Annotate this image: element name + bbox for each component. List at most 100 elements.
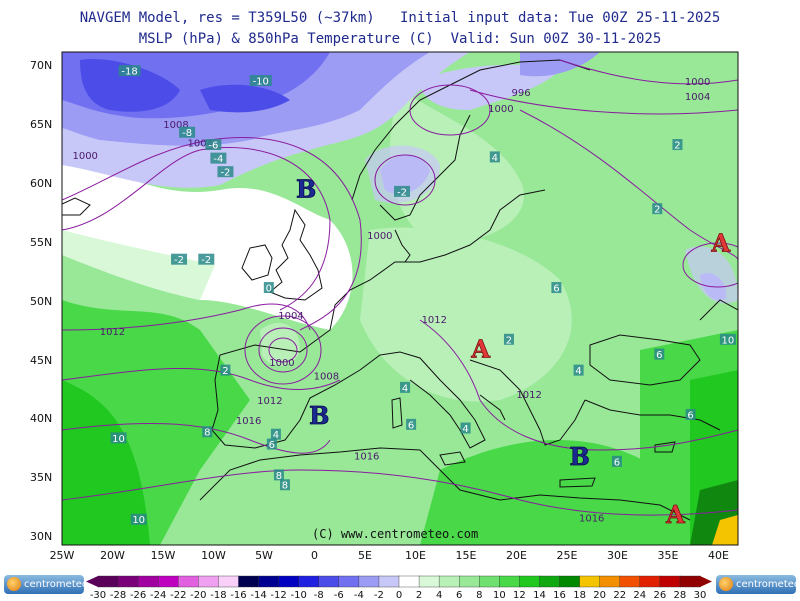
temperature-label: -4 (213, 154, 223, 165)
header-title-line1: NAVGEM Model, res = T359L50 (~37km) Init… (79, 10, 721, 26)
scale-label: 30 (693, 590, 707, 601)
temp-label-box (210, 152, 227, 164)
scale-label: -20 (190, 590, 207, 601)
isobar-label: 1016 (354, 452, 379, 463)
isobar-label: 1008 (163, 120, 188, 131)
lon-tick-label: 10E (405, 549, 426, 562)
copyright-text: (C) www.centrometeo.com (312, 527, 479, 541)
temperature-label: -2 (201, 255, 211, 266)
isobar-label: 996 (512, 88, 531, 99)
scale-label: 18 (573, 590, 586, 601)
isobar-label: 1000 (488, 104, 513, 115)
temperature-label: 10 (132, 515, 145, 526)
isobar-label: 1000 (269, 358, 294, 369)
scale-label: 12 (513, 590, 526, 601)
temperature-label: 6 (687, 410, 693, 421)
temperature-label: 2 (222, 366, 228, 377)
temp-label-box (394, 185, 411, 197)
scale-swatch (378, 575, 400, 588)
temperature-label: -2 (174, 255, 184, 266)
pressure-systems: B B B A A A (296, 174, 731, 529)
isobars (62, 59, 738, 516)
lon-tick-label: 25E (556, 549, 578, 562)
logo-left-text: centrometeo (24, 579, 89, 590)
temp-label-box (220, 364, 231, 376)
scale-swatch (539, 575, 561, 588)
temp-label-box (217, 166, 234, 178)
scale-label: 14 (533, 590, 546, 601)
scale-label: -2 (373, 590, 384, 601)
scale-swatch (499, 575, 521, 588)
scale-label: -14 (250, 590, 267, 601)
temperature-label: 4 (575, 366, 581, 377)
lon-tick-label: 0 (311, 549, 318, 562)
scale-swatch (358, 575, 380, 588)
temperature-label: -2 (397, 187, 407, 198)
isobar-label: 1004 (278, 311, 303, 322)
scale-swatch (298, 575, 320, 588)
temp-label-box (460, 422, 471, 434)
scale-arrow-right (700, 576, 712, 587)
temperature-label: 8 (282, 481, 288, 492)
lon-tick-label: 15E (455, 549, 477, 562)
temp-label-box (611, 455, 622, 467)
low-pressure-marker: B (569, 442, 589, 471)
temp-label-box (198, 253, 215, 265)
scale-label: 26 (653, 590, 667, 601)
temp-label-box (273, 469, 284, 481)
scale-label: 0 (395, 590, 403, 601)
temp-label-box (110, 432, 127, 444)
scale-swatch (639, 575, 661, 588)
scale-swatch (278, 575, 300, 588)
scale-label: 8 (476, 590, 483, 601)
scale-label: -4 (353, 590, 364, 601)
lat-tick-label: 45N (30, 353, 53, 367)
high-pressure-marker: A (711, 229, 731, 258)
scale-label: -16 (230, 590, 247, 601)
scale-swatch (519, 575, 541, 588)
scale-label: -22 (170, 590, 187, 601)
temp-label-box (202, 426, 213, 438)
isobar-label: 1012 (516, 390, 541, 401)
isobar-label: 1000 (72, 151, 97, 162)
scale-swatch (619, 575, 641, 588)
scale-swatch (318, 575, 340, 588)
temperature-label: 4 (273, 430, 279, 441)
temperature-label: 6 (408, 420, 414, 431)
temp-label-box (130, 513, 147, 525)
scale-swatch (198, 575, 220, 588)
lon-tick-label: 10W (201, 549, 226, 562)
isobar-label: 1000 (685, 77, 710, 88)
lon-tick-label: 20E (506, 549, 527, 562)
temp-label-box (489, 151, 500, 163)
low-pressure-marker: B (309, 401, 329, 430)
scale-label: -6 (333, 590, 344, 601)
lon-tick-label: 5E (358, 549, 372, 562)
temperature-label: 6 (614, 457, 620, 468)
temperature-label: -8 (182, 128, 192, 139)
temperature-label: 2 (506, 335, 512, 346)
temp-label-box (573, 364, 584, 376)
scale-swatch (579, 575, 601, 588)
high-pressure-marker: A (665, 500, 685, 529)
lat-tick-label: 55N (30, 235, 53, 249)
scale-label: 6 (456, 590, 463, 601)
temperature-label: 8 (276, 471, 282, 482)
scale-label: 24 (633, 590, 647, 601)
temp-label-box (672, 139, 683, 151)
temp-label-box (503, 333, 514, 345)
lon-tick-label: 35E (657, 549, 679, 562)
lat-tick-label: 50N (30, 294, 53, 308)
temp-label-box (205, 139, 222, 151)
scale-swatch (438, 575, 460, 588)
scale-label: -28 (109, 590, 127, 601)
scale-swatch (117, 575, 139, 588)
high-pressure-marker: A (470, 335, 490, 364)
scale-swatch (459, 575, 480, 588)
isobar-label: 1000 (367, 231, 392, 242)
scale-label: -12 (270, 590, 287, 601)
scale-label: 28 (673, 590, 687, 601)
temp-label-box (266, 438, 277, 450)
